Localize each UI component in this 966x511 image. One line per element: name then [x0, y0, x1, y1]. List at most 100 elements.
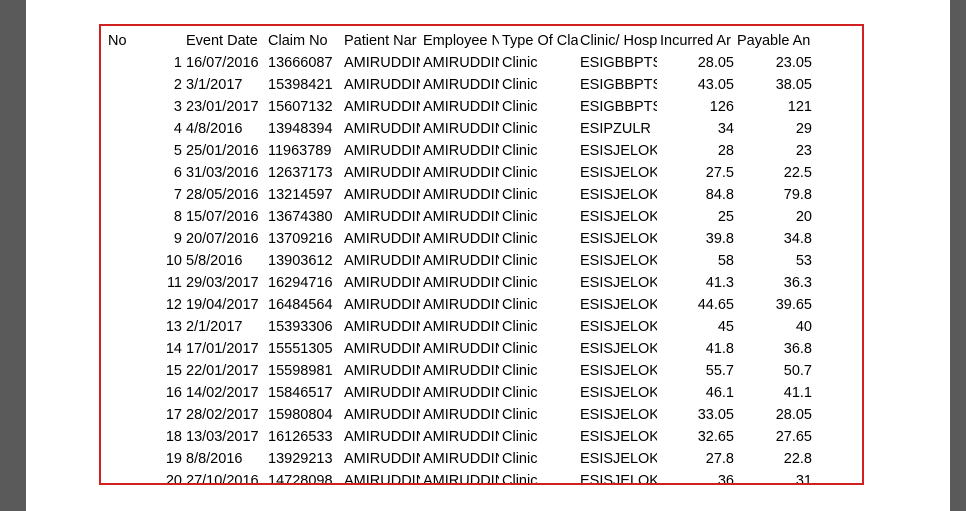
- row-event-date[interactable]: 29/03/2017: [186, 275, 259, 291]
- row-no[interactable]: 15: [165, 363, 182, 379]
- row-incurred-amount[interactable]: 41.3: [705, 275, 734, 291]
- row-no[interactable]: 7: [173, 187, 182, 203]
- row-employee[interactable]: AMIRUDDIN: [423, 385, 499, 401]
- row-event-date[interactable]: 20/07/2016: [186, 231, 259, 247]
- row-clinic-hospital[interactable]: ESISJELOK: [580, 143, 657, 159]
- row-incurred-amount[interactable]: 34: [717, 121, 734, 137]
- row-type-of-claim[interactable]: Clinic: [502, 231, 538, 247]
- row-employee[interactable]: AMIRUDDIN: [423, 429, 499, 445]
- row-clinic-hospital[interactable]: ESISJELOK: [580, 297, 657, 313]
- row-event-date[interactable]: 13/03/2017: [186, 429, 259, 445]
- row-no[interactable]: 17: [165, 407, 182, 423]
- row-payable-amount[interactable]: 22.5: [783, 165, 812, 181]
- row-type-of-claim[interactable]: Clinic: [502, 407, 538, 423]
- row-claim-no[interactable]: 11963789: [268, 143, 332, 159]
- row-no[interactable]: 1: [173, 55, 182, 71]
- row-payable-amount[interactable]: 28.05: [775, 407, 812, 423]
- header-type-of-claim[interactable]: Type Of Cla: [502, 33, 578, 49]
- row-event-date[interactable]: 17/01/2017: [186, 341, 259, 357]
- row-no[interactable]: 3: [173, 99, 182, 115]
- row-patient-name[interactable]: AMIRUDDIN: [344, 297, 420, 313]
- row-clinic-hospital[interactable]: ESISJELOK: [580, 363, 657, 379]
- row-no[interactable]: 19: [165, 451, 182, 467]
- row-claim-no[interactable]: 15551305: [268, 341, 333, 357]
- row-clinic-hospital[interactable]: ESIGBBPTSI: [580, 55, 657, 71]
- row-type-of-claim[interactable]: Clinic: [502, 121, 538, 137]
- row-patient-name[interactable]: AMIRUDDIN: [344, 55, 420, 71]
- row-incurred-amount[interactable]: 25: [717, 209, 734, 225]
- row-payable-amount[interactable]: 29: [795, 121, 812, 137]
- row-employee[interactable]: AMIRUDDIN: [423, 319, 499, 335]
- row-patient-name[interactable]: AMIRUDDIN: [344, 187, 420, 203]
- row-no[interactable]: 12: [165, 297, 182, 313]
- row-type-of-claim[interactable]: Clinic: [502, 319, 538, 335]
- header-no[interactable]: No: [108, 33, 127, 49]
- row-patient-name[interactable]: AMIRUDDIN: [344, 319, 420, 335]
- row-incurred-amount[interactable]: 43.05: [697, 77, 734, 93]
- row-employee[interactable]: AMIRUDDIN: [423, 165, 499, 181]
- row-clinic-hospital[interactable]: ESIGBBPTSI: [580, 99, 657, 115]
- row-type-of-claim[interactable]: Clinic: [502, 341, 538, 357]
- header-employee[interactable]: Employee N: [423, 33, 499, 49]
- row-patient-name[interactable]: AMIRUDDIN: [344, 363, 420, 379]
- row-claim-no[interactable]: 15607132: [268, 99, 333, 115]
- row-event-date[interactable]: 2/1/2017: [186, 319, 243, 335]
- row-type-of-claim[interactable]: Clinic: [502, 209, 538, 225]
- row-employee[interactable]: AMIRUDDIN: [423, 99, 499, 115]
- row-clinic-hospital[interactable]: ESISJELOK: [580, 187, 657, 203]
- row-event-date[interactable]: 14/02/2017: [186, 385, 259, 401]
- row-claim-no[interactable]: 16126533: [268, 429, 333, 445]
- row-employee[interactable]: AMIRUDDIN: [423, 55, 499, 71]
- row-no[interactable]: 5: [173, 143, 182, 159]
- row-claim-no[interactable]: 15980804: [268, 407, 333, 423]
- row-claim-no[interactable]: 13674380: [268, 209, 333, 225]
- row-type-of-claim[interactable]: Clinic: [502, 451, 538, 467]
- row-type-of-claim[interactable]: Clinic: [502, 275, 538, 291]
- row-type-of-claim[interactable]: Clinic: [502, 99, 538, 115]
- row-incurred-amount[interactable]: 33.05: [697, 407, 734, 423]
- row-claim-no[interactable]: 13929213: [268, 451, 333, 467]
- row-claim-no[interactable]: 13709216: [268, 231, 333, 247]
- row-clinic-hospital[interactable]: ESISJELOK: [580, 165, 657, 181]
- row-employee[interactable]: AMIRUDDIN: [423, 275, 499, 291]
- row-clinic-hospital[interactable]: ESISJELOK: [580, 319, 657, 335]
- row-incurred-amount[interactable]: 27.8: [705, 451, 734, 467]
- row-no[interactable]: 4: [173, 121, 182, 137]
- row-claim-no[interactable]: 16484564: [268, 297, 333, 313]
- row-incurred-amount[interactable]: 46.1: [705, 385, 734, 401]
- row-clinic-hospital[interactable]: ESISJELOK: [580, 407, 657, 423]
- row-employee[interactable]: AMIRUDDIN: [423, 143, 499, 159]
- row-payable-amount[interactable]: 34.8: [783, 231, 812, 247]
- row-no[interactable]: 2: [173, 77, 182, 93]
- row-no[interactable]: 13: [165, 319, 182, 335]
- row-incurred-amount[interactable]: 41.8: [705, 341, 734, 357]
- row-incurred-amount[interactable]: 28: [717, 143, 734, 159]
- row-event-date[interactable]: 3/1/2017: [186, 77, 243, 93]
- row-incurred-amount[interactable]: 126: [709, 99, 734, 115]
- row-event-date[interactable]: 8/8/2016: [186, 451, 243, 467]
- row-incurred-amount[interactable]: 39.8: [705, 231, 734, 247]
- row-event-date[interactable]: 28/02/2017: [186, 407, 259, 423]
- row-type-of-claim[interactable]: Clinic: [502, 253, 538, 269]
- row-employee[interactable]: AMIRUDDIN: [423, 231, 499, 247]
- row-incurred-amount[interactable]: 28.05: [697, 55, 734, 71]
- row-event-date[interactable]: 15/07/2016: [186, 209, 259, 225]
- header-claim-no[interactable]: Claim No: [268, 33, 328, 49]
- header-incurred-amount[interactable]: Incurred Ar: [660, 33, 731, 49]
- row-employee[interactable]: AMIRUDDIN: [423, 407, 499, 423]
- row-payable-amount[interactable]: 121: [787, 99, 812, 115]
- row-patient-name[interactable]: AMIRUDDIN: [344, 451, 420, 467]
- header-clinic-hospital[interactable]: Clinic/ Hosp: [580, 33, 657, 49]
- row-patient-name[interactable]: AMIRUDDIN: [344, 429, 420, 445]
- row-event-date[interactable]: 28/05/2016: [186, 187, 259, 203]
- row-clinic-hospital[interactable]: ESIPZULR: [580, 121, 651, 137]
- row-incurred-amount[interactable]: 32.65: [697, 429, 734, 445]
- row-payable-amount[interactable]: 38.05: [775, 77, 812, 93]
- row-employee[interactable]: AMIRUDDIN: [423, 209, 499, 225]
- row-incurred-amount[interactable]: 27.5: [705, 165, 734, 181]
- row-type-of-claim[interactable]: Clinic: [502, 363, 538, 379]
- row-clinic-hospital[interactable]: ESISJELOK: [580, 341, 657, 357]
- row-no[interactable]: 10: [165, 253, 182, 269]
- row-patient-name[interactable]: AMIRUDDIN: [344, 165, 420, 181]
- row-claim-no[interactable]: 16294716: [268, 275, 333, 291]
